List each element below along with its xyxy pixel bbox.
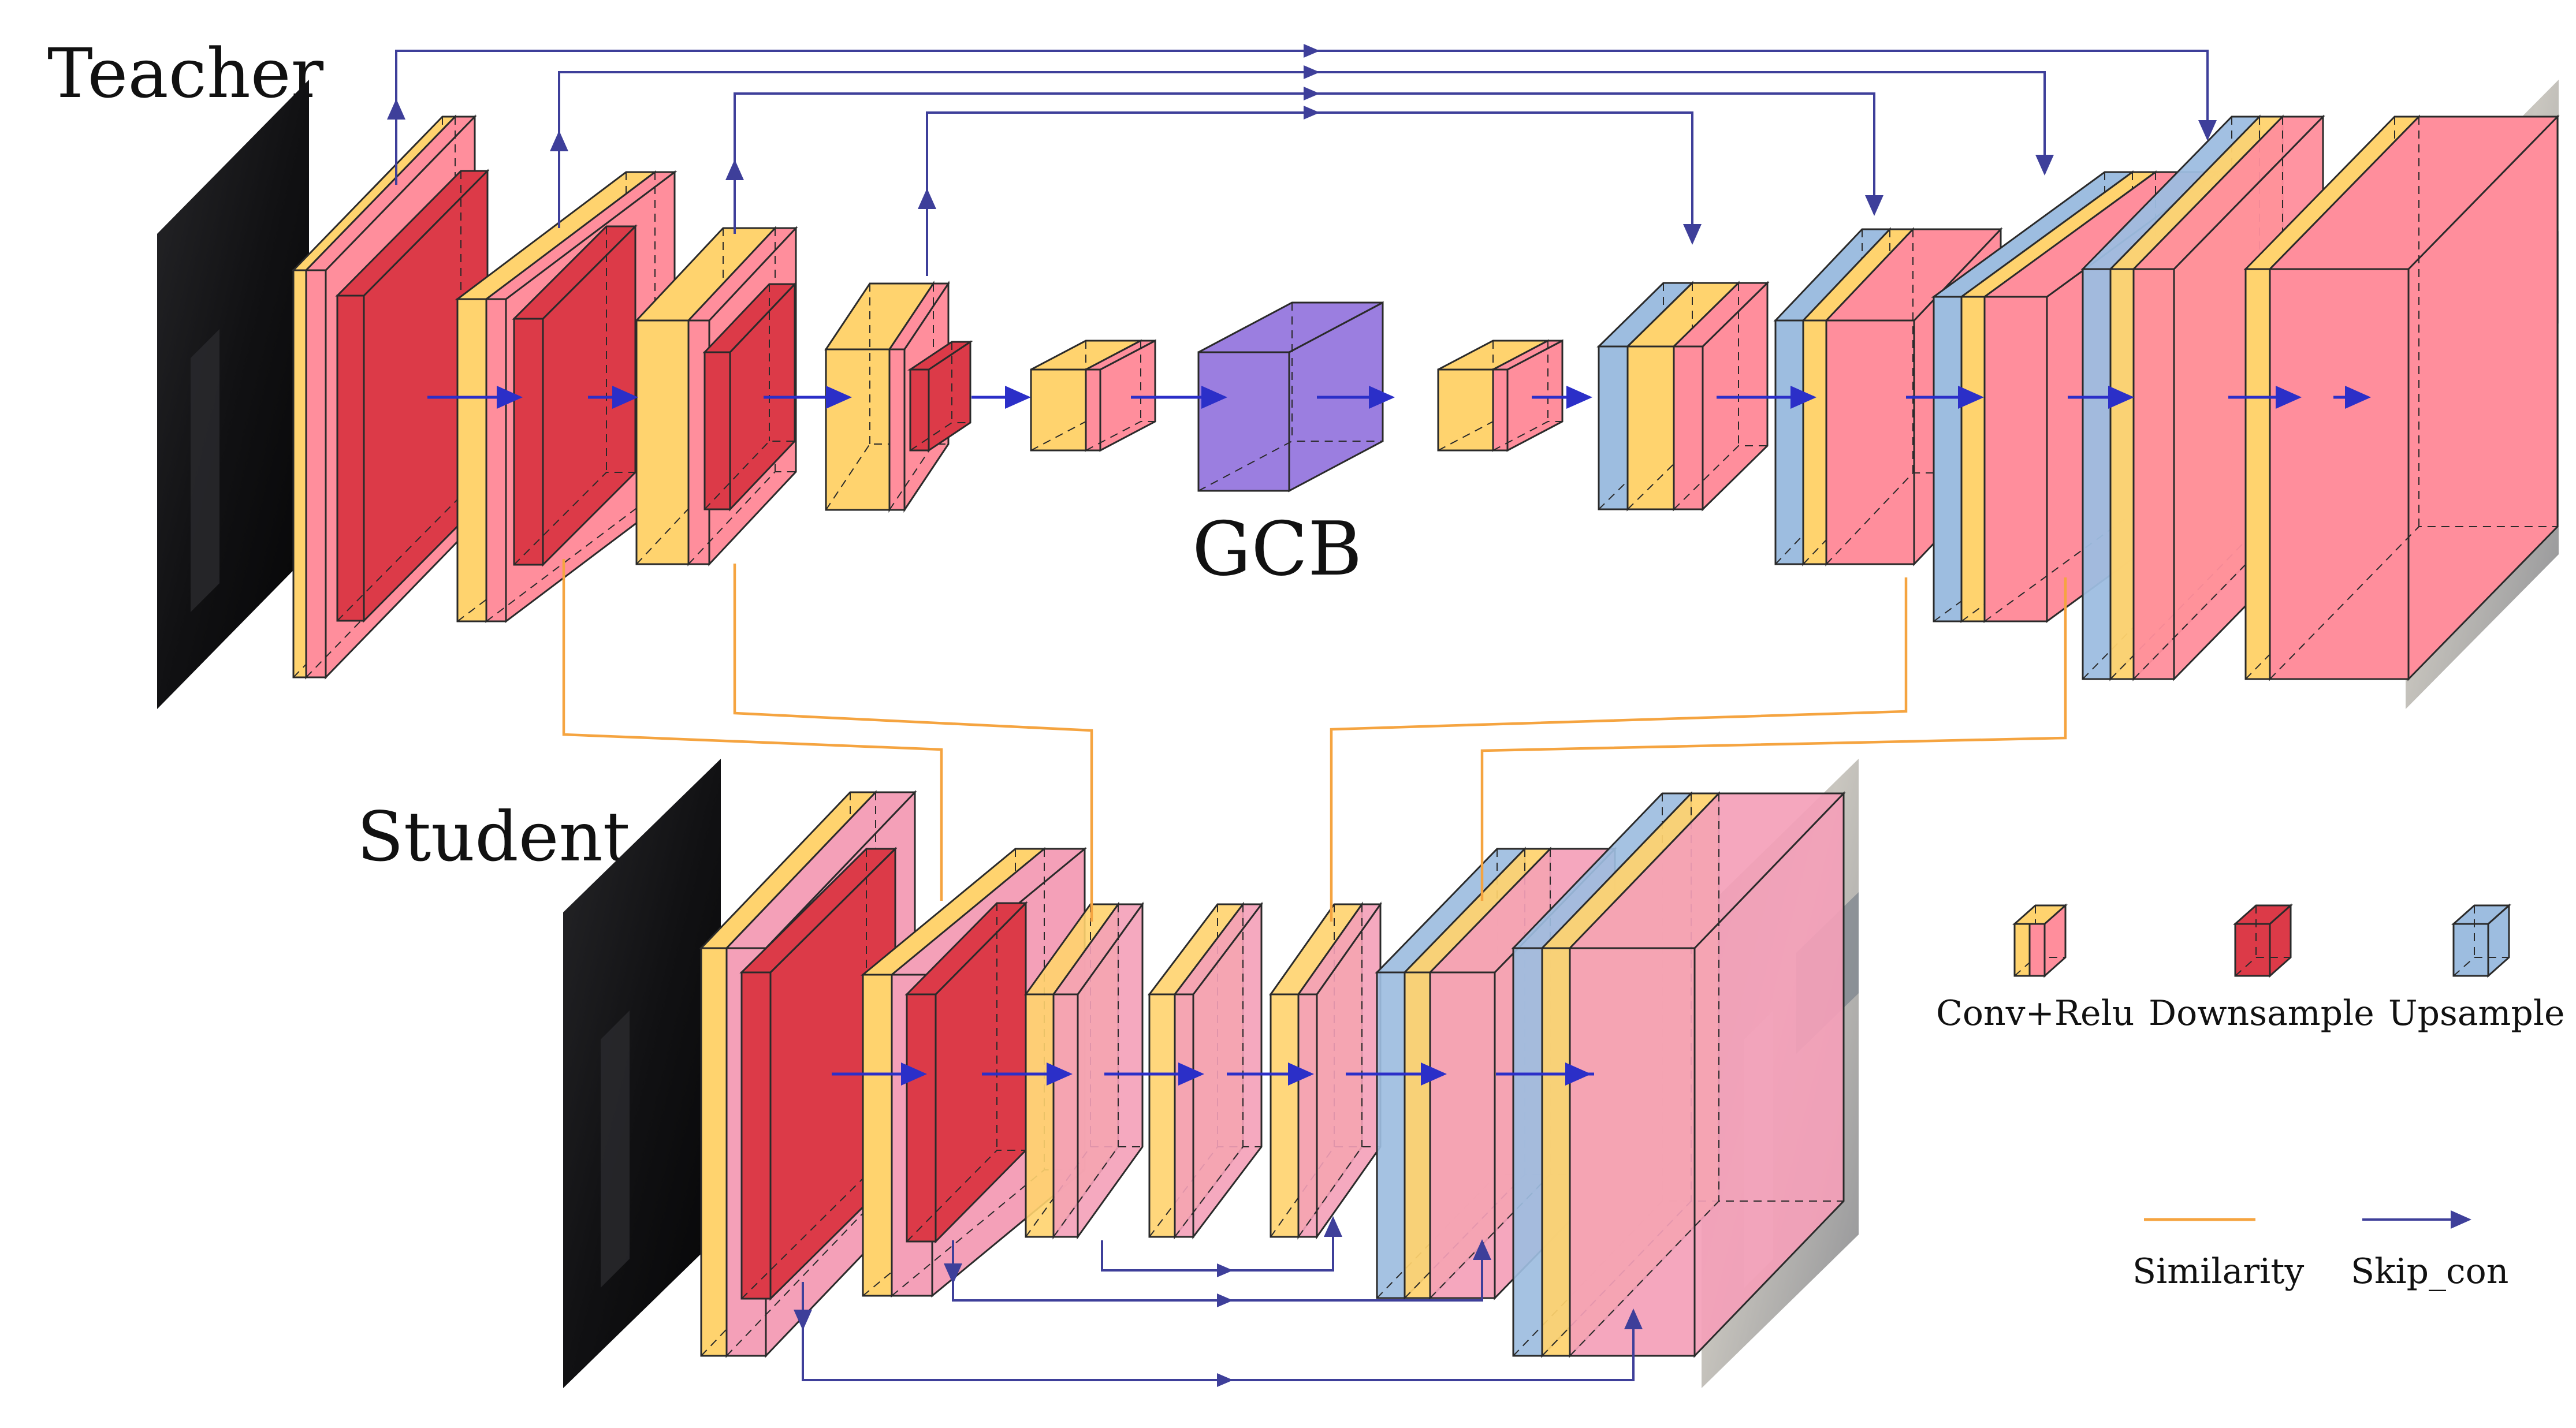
student-dec1	[1511, 791, 1846, 1358]
legend-down-block	[2233, 903, 2293, 978]
skip-connections	[387, 44, 2217, 1387]
teacher-enc5-layer-1	[1085, 339, 1156, 452]
similarity-connections	[562, 559, 2067, 922]
teacher-skip-4-mid-arrow	[1304, 106, 1320, 120]
similarity-4	[1480, 577, 2067, 901]
student-enc3-layer-1	[1052, 901, 1144, 1240]
teacher-out-layer-1	[2268, 114, 2560, 681]
teacher-enc3-down	[702, 282, 797, 512]
teacher-skip-2	[558, 71, 2054, 228]
legend-up-block	[2451, 903, 2511, 978]
student-network	[699, 790, 1846, 1358]
teacher-dec5-layer-1	[1492, 339, 1564, 452]
teacher-dec5	[1437, 339, 1564, 452]
teacher-network	[291, 114, 2560, 681]
teacher-enc5	[1030, 339, 1156, 452]
teacher-enc4-down	[907, 340, 973, 452]
forward-arrows	[427, 386, 2371, 1086]
student-skip-1-mid-arrow	[1217, 1373, 1233, 1387]
student-enc4-layer-1	[1172, 901, 1264, 1240]
teacher-label: Teacher	[47, 33, 324, 113]
student-enc5-layer-1	[1297, 901, 1382, 1240]
legend-upsample-label: Upsample	[2388, 993, 2565, 1034]
teacher-skip-1-mid-arrow	[1304, 44, 1320, 58]
student-enc3	[1024, 901, 1144, 1240]
legend-downsample-label: Downsample	[2149, 993, 2374, 1034]
teacher-skip-1	[395, 50, 2217, 184]
legend-downsample-icon	[2233, 903, 2293, 978]
legend-upsample-icon	[2451, 903, 2511, 978]
teacher-skip-3-mid-arrow	[1304, 87, 1320, 100]
student-enc2-down	[904, 901, 1028, 1244]
legend-similarity-label: Similarity	[2132, 1251, 2304, 1292]
student-enc5	[1269, 901, 1382, 1240]
student-skip-3-mid-arrow	[1217, 1263, 1233, 1277]
student-label: Student	[357, 797, 630, 877]
student-enc4	[1147, 901, 1264, 1240]
teacher-skip-2-mid-arrow	[1304, 65, 1320, 79]
legend-conv-relu-icon	[2012, 903, 2068, 978]
teacher-dec4	[1596, 281, 1770, 512]
gcb-label: GCB	[1192, 506, 1362, 592]
teacher-enc4	[824, 281, 950, 513]
similarity-1	[562, 559, 943, 901]
legend-relu-part	[2028, 923, 2046, 977]
teacher-out	[2243, 114, 2560, 681]
student-input-image	[563, 759, 721, 1388]
teacher-enc2-down	[512, 224, 638, 567]
similarity-2	[733, 564, 1093, 922]
legend-conv-relu-label: Conv+Relu	[1936, 993, 2134, 1034]
student-dec1-layer-2	[1568, 791, 1846, 1358]
legend: Conv+Relu Downsample Upsample Similarity…	[1936, 903, 2565, 1292]
teacher-skip-4	[926, 111, 1702, 276]
student-skip-2-mid-arrow	[1217, 1293, 1233, 1307]
legend-skip-con-label: Skip_con	[2351, 1251, 2508, 1292]
teacher-input-image	[157, 80, 309, 709]
similarity-3	[1330, 577, 1908, 922]
